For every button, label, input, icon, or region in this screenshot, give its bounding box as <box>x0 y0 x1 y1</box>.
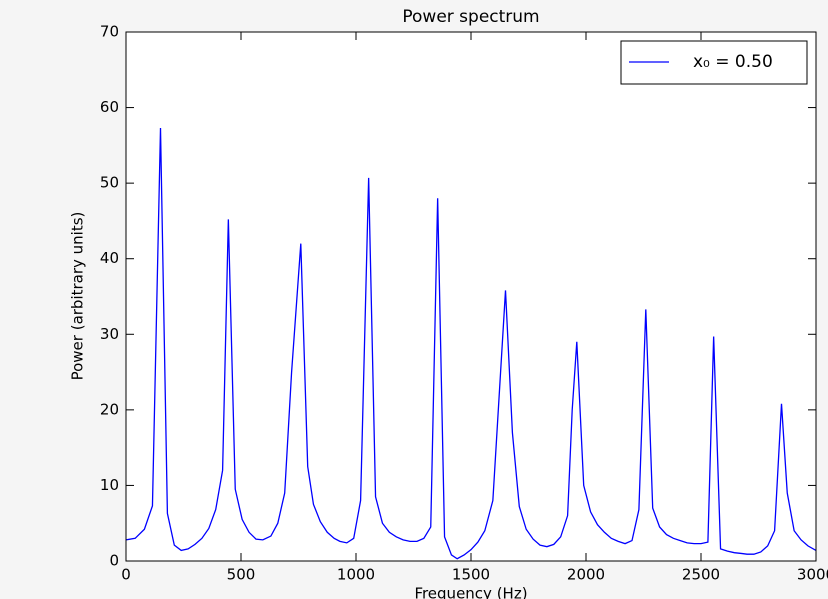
chart-title: Power spectrum <box>402 7 539 27</box>
x-tick-label: 2500 <box>682 566 720 584</box>
data-line <box>125 127 817 560</box>
x-tick-label: 500 <box>227 566 256 584</box>
y-tick-label: 20 <box>100 400 119 418</box>
legend-label: x₀ = 0.50 <box>693 52 773 72</box>
x-tick-label: 0 <box>121 566 131 584</box>
plot-area <box>126 32 816 561</box>
y-tick-label: 50 <box>100 174 119 192</box>
y-tick-label: 70 <box>100 23 119 41</box>
y-tick-label: 60 <box>100 98 119 116</box>
x-axis-label: Frequency (Hz) <box>414 585 527 599</box>
y-tick-label: 30 <box>100 325 119 343</box>
y-tick-label: 10 <box>100 476 119 494</box>
x-tick-label: 1000 <box>337 566 375 584</box>
y-axis-label: Power (arbitrary units) <box>69 212 87 381</box>
y-tick-label: 0 <box>109 552 119 570</box>
x-tick-label: 1500 <box>452 566 490 584</box>
y-tick-label: 40 <box>100 249 119 267</box>
x-tick-label: 2000 <box>567 566 605 584</box>
